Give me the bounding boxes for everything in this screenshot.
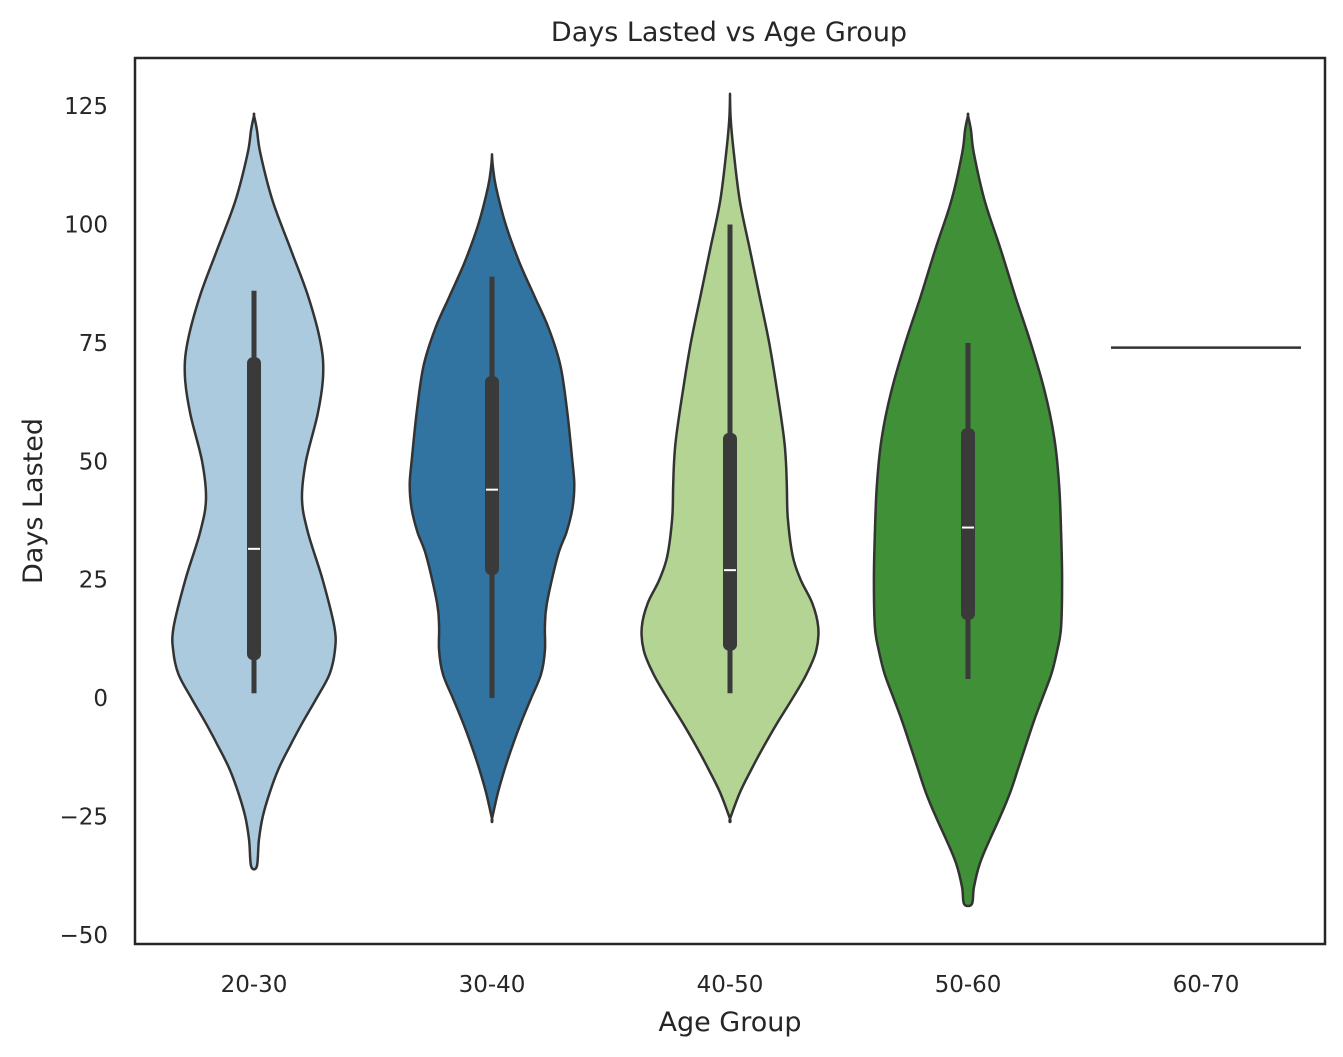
iqr-box <box>485 376 499 575</box>
iqr-box <box>723 432 737 651</box>
violins-layer <box>171 92 1301 908</box>
violin-20-30 <box>171 112 337 871</box>
y-tick-label: 0 <box>93 686 108 712</box>
y-tick-label: 125 <box>64 94 108 120</box>
y-axis-ticks: −50 −25 0 25 50 75 100 125 <box>59 94 108 949</box>
x-tick-label: 20-30 <box>221 972 288 998</box>
iqr-box <box>247 357 261 661</box>
y-tick-label: −25 <box>59 804 108 830</box>
x-tick-label: 30-40 <box>459 972 526 998</box>
x-axis-label: Age Group <box>658 1007 801 1038</box>
x-tick-label: 60-70 <box>1173 972 1240 998</box>
x-tick-label: 40-50 <box>697 972 764 998</box>
y-tick-label: 25 <box>79 568 108 594</box>
plot-frame <box>133 56 1327 946</box>
x-tick-label: 50-60 <box>935 972 1002 998</box>
violin-50-60 <box>872 112 1064 908</box>
violin-30-40 <box>408 153 576 824</box>
violin-40-50 <box>640 92 820 824</box>
y-tick-label: 75 <box>79 331 108 357</box>
x-axis-ticks: 20-30 30-40 40-50 50-60 60-70 <box>221 972 1240 998</box>
y-tick-label: 100 <box>64 213 108 239</box>
y-axis-label: Days Lasted <box>18 418 49 584</box>
iqr-box <box>961 428 975 620</box>
chart-title: Days Lasted vs Age Group <box>551 17 907 48</box>
y-tick-label: 50 <box>79 449 108 475</box>
y-tick-label: −50 <box>59 923 108 949</box>
